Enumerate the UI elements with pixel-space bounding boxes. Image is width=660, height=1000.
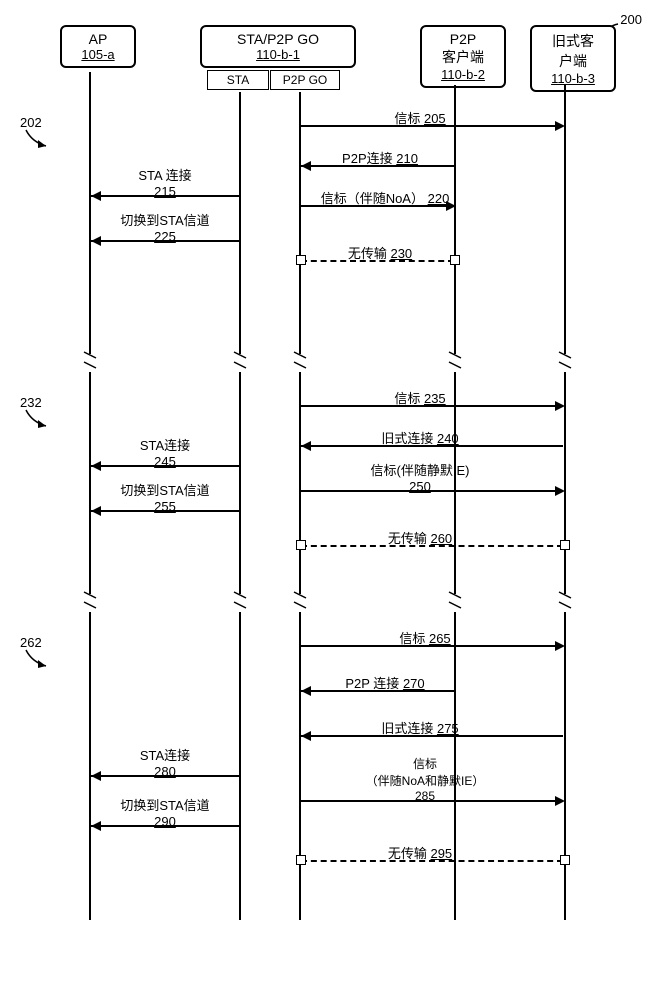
msg-225-label: 切换到STA信道225 [95,210,235,244]
msg-235-label: 信标 235 [340,388,500,407]
msg-265-label: 信标 265 [345,628,505,647]
arrow-icon [555,486,565,496]
arrow-icon [555,641,565,651]
msg-230-label: 无传输 230 [320,243,440,262]
msg-260-label: 无传输 260 [350,528,490,547]
section-ptr-262-icon [22,648,52,670]
msg-285-label: 信标 （伴随NoA和静默IE） 285 [320,755,530,803]
arrow-icon [301,731,311,741]
msg-290-label: 切换到STA信道290 [95,795,235,829]
arrow-icon [555,121,565,131]
msg-295-label: 无传输 295 [350,843,490,862]
marker-icon [296,255,306,265]
msg-255-label: 切换到STA信道255 [95,480,235,514]
msg-215-label: STA 连接215 [95,165,235,199]
msg-240-label: 旧式连接 240 [340,428,500,447]
msg-220-label: 信标（伴随NoA） 220 [305,188,465,207]
msg-210-label: P2P连接 210 [310,148,450,167]
arrow-icon [301,441,311,451]
msg-245-label: STA连接245 [95,435,235,469]
section-ptr-232-icon [22,408,52,430]
msg-205-label: 信标 205 [330,108,510,127]
section-ptr-202-icon [22,128,52,150]
msg-250-label: 信标(伴随静默IE)250 [320,460,520,494]
marker-icon [296,855,306,865]
marker-icon [450,255,460,265]
msg-270-label: P2P 连接 270 [310,673,460,692]
arrow-icon [555,401,565,411]
msg-275-label: 旧式连接 275 [340,718,500,737]
marker-icon [296,540,306,550]
arrow-icon [555,796,565,806]
msg-280-label: STA连接280 [95,745,235,779]
marker-icon [560,540,570,550]
marker-icon [560,855,570,865]
